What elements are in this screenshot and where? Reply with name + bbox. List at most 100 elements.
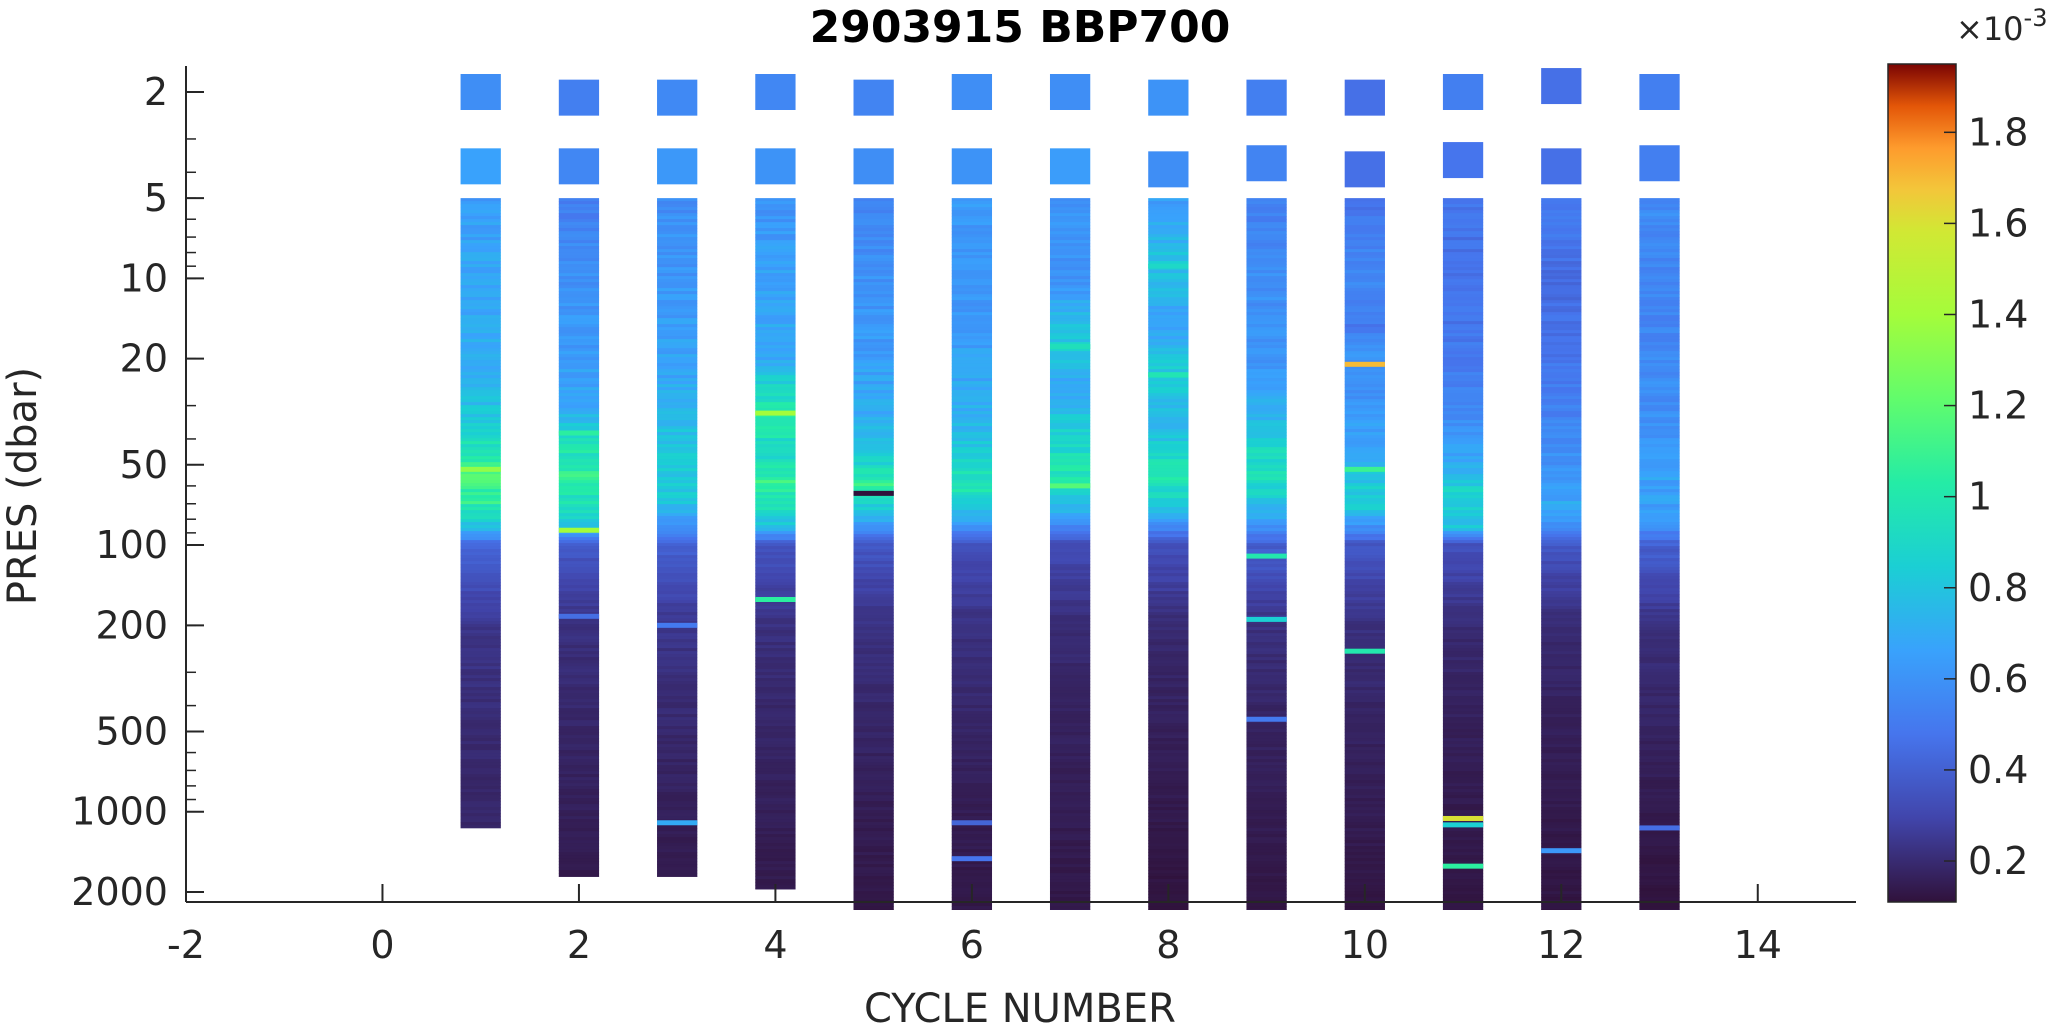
profile-strip [657, 729, 698, 733]
profile-strip [1246, 219, 1287, 223]
profile-strip [1541, 687, 1582, 691]
profile-strip [1049, 261, 1091, 265]
profile-strip [1246, 870, 1287, 874]
profile-strip [460, 792, 501, 796]
profile-strip [1541, 582, 1582, 586]
profile-strip [853, 729, 894, 733]
profile-strip [1246, 351, 1287, 355]
profile-strip [1049, 342, 1091, 346]
profile-strip [853, 831, 894, 835]
profile-strip [657, 321, 698, 325]
profile-strip [1541, 225, 1582, 229]
profile-strip [1344, 786, 1385, 790]
profile-strip [853, 417, 894, 421]
profile-strip [1639, 753, 1680, 757]
profile-strip [657, 783, 698, 787]
profile-strip [1442, 384, 1484, 388]
profile-strip [755, 855, 796, 859]
profile-strip [558, 726, 600, 730]
profile-strip [1148, 702, 1189, 706]
profile-strip [1541, 501, 1582, 505]
profile-strip [1246, 420, 1287, 424]
profile-strip [1442, 366, 1484, 370]
profile-strip [1148, 381, 1189, 385]
profile-strip [853, 681, 894, 685]
profile-strip [1541, 576, 1582, 580]
profile-strip [1442, 330, 1484, 334]
profile-strip [951, 624, 993, 628]
profile-strip [951, 594, 993, 598]
profile-strip [1344, 756, 1385, 760]
profile-strip [1049, 222, 1091, 226]
profile-strip [1246, 438, 1287, 442]
profile-strip [853, 243, 894, 247]
profile-strip [853, 393, 894, 397]
profile-strip [853, 762, 894, 766]
profile-strip [1639, 636, 1680, 640]
profile-strip [558, 642, 600, 646]
profile-strip [1148, 780, 1189, 784]
profile-strip [853, 372, 894, 376]
profile-strip [460, 675, 501, 679]
profile-strip [853, 348, 894, 352]
profile-strip [755, 243, 796, 247]
profile-strip [755, 822, 796, 826]
profile-strip [951, 672, 993, 676]
profile-strip [1246, 912, 1286, 915]
profile-strip [1639, 723, 1680, 727]
profile-strip [460, 735, 501, 739]
profile-strip [951, 276, 993, 280]
profile-strip [1246, 396, 1287, 400]
profile-strip [460, 306, 501, 310]
profile-strip [1541, 684, 1582, 688]
profile-strip [1442, 660, 1484, 664]
profile-strip [460, 252, 501, 256]
profile-strip [755, 198, 796, 202]
profile-strip [1344, 429, 1385, 433]
profile-strip [1442, 456, 1484, 460]
profile-strip [853, 411, 894, 415]
profile-strip [1442, 363, 1484, 367]
profile-strip [1639, 414, 1680, 418]
profile-strip [853, 780, 894, 784]
profile-strip [1541, 879, 1582, 883]
profile-strip [853, 246, 894, 250]
profile-strip [1639, 582, 1680, 586]
profile-strip [1541, 837, 1582, 841]
profile-strip [1246, 480, 1287, 484]
profile-strip [951, 528, 993, 532]
profile-strip [853, 783, 894, 787]
profile-strip [1639, 390, 1680, 394]
profile-strip [1049, 726, 1091, 730]
profile-strip [460, 606, 501, 610]
profile-strip [1639, 648, 1680, 652]
profile-strip [460, 291, 501, 295]
profile-strip [1541, 357, 1582, 361]
profile-strip [1541, 258, 1582, 262]
profile-strip [853, 480, 894, 484]
profile-strip [1442, 564, 1484, 568]
profile-strip [853, 474, 894, 478]
profile-strip [657, 210, 698, 214]
profile-strip [460, 669, 501, 673]
colorbar-tick-label: 1 [1968, 475, 1992, 519]
profile-strip [558, 444, 600, 448]
profile-strip [1148, 867, 1189, 871]
profile-strip [1344, 459, 1385, 463]
profile-strip [1639, 816, 1680, 820]
profile-strip [460, 657, 501, 661]
anomaly-strip [1344, 466, 1385, 472]
profile-strip [1541, 492, 1582, 496]
profile-strip [755, 345, 796, 349]
profile-strip [657, 483, 698, 487]
profile-strip [1246, 474, 1287, 478]
profile-strip [460, 426, 501, 430]
profile-strip [1246, 921, 1286, 923]
profile-strip [1639, 792, 1680, 796]
profile-strip [1639, 555, 1680, 559]
profile-strip [1148, 558, 1189, 562]
profile-cycle-4 [755, 74, 796, 890]
profile-strip [951, 297, 993, 301]
anomaly-strip [1344, 361, 1385, 367]
profile-strip [951, 657, 993, 661]
